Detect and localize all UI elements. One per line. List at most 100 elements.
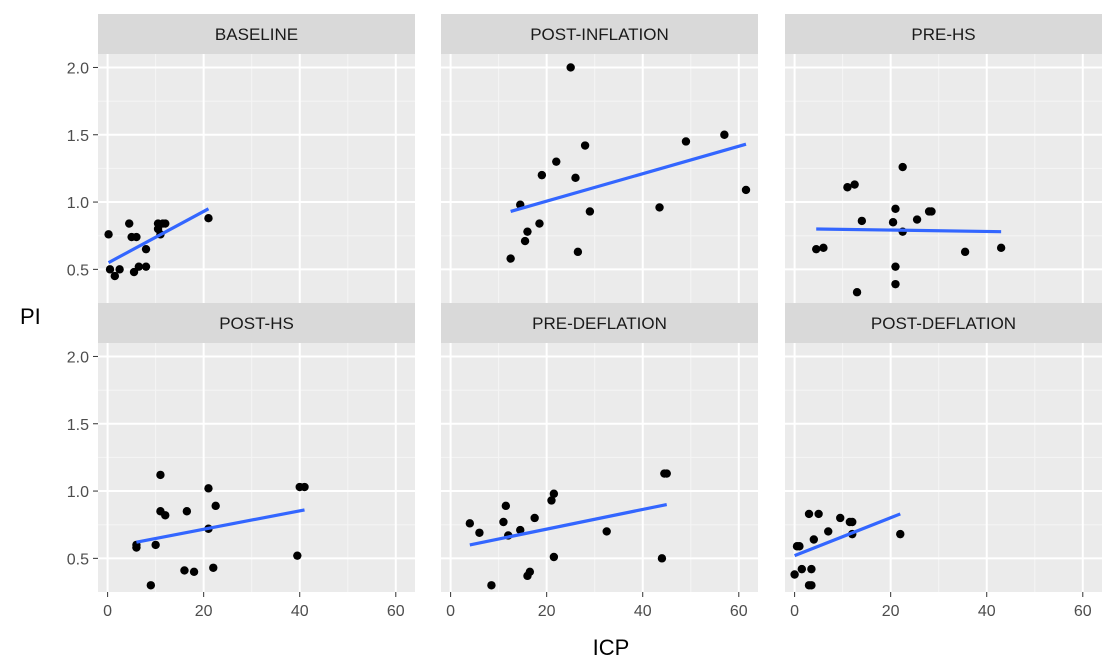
data-point: [501, 501, 511, 511]
data-point: [824, 527, 833, 536]
data-point: [912, 215, 922, 224]
data-point: [161, 219, 170, 228]
data-point: [655, 203, 664, 212]
x-tick-label: 0: [790, 603, 799, 620]
facet-strip-label: PRE-DEFLATION: [532, 314, 667, 333]
data-point: [566, 63, 575, 72]
data-point: [891, 262, 900, 271]
y-tick-label: 1.0: [67, 484, 89, 501]
data-point: [506, 254, 515, 263]
data-point: [852, 288, 862, 297]
regression-line: [816, 227, 1002, 234]
data-point: [602, 527, 611, 536]
data-point: [151, 540, 160, 550]
x-tick-label: 20: [538, 603, 556, 620]
x-tick-label: 60: [1074, 603, 1092, 620]
facet-strip-label: POST-DEFLATION: [871, 314, 1016, 333]
data-point: [896, 529, 905, 539]
data-point: [134, 262, 144, 271]
panel-background: [98, 343, 415, 592]
data-point: [549, 552, 559, 562]
y-tick-label: 1.5: [67, 417, 89, 434]
data-point: [300, 482, 309, 492]
y-tick-label: 1.0: [67, 195, 89, 212]
panel-background: [441, 54, 758, 303]
x-tick-label: 0: [446, 603, 455, 620]
data-point: [487, 581, 496, 590]
data-point: [204, 214, 213, 223]
data-point: [465, 519, 475, 528]
data-point: [499, 517, 508, 527]
data-point: [790, 570, 799, 579]
data-point: [662, 469, 671, 478]
data-point: [525, 567, 535, 577]
data-point: [104, 230, 113, 239]
data-point: [549, 489, 559, 498]
panel-background: [98, 54, 415, 303]
data-point: [812, 244, 821, 254]
x-tick-label: 0: [103, 603, 112, 620]
data-point: [891, 204, 900, 213]
regression-line: [469, 502, 668, 547]
data-point: [547, 496, 556, 505]
data-point: [105, 265, 115, 274]
facet-strip: [98, 303, 415, 343]
data-point: [836, 513, 845, 523]
data-point: [573, 247, 583, 257]
facet-strip-label: POST-INFLATION: [530, 25, 669, 44]
data-point: [741, 185, 751, 195]
data-point: [571, 173, 580, 183]
data-point: [293, 551, 302, 560]
data-point: [720, 130, 729, 139]
x-tick-label: 60: [730, 603, 748, 620]
data-point: [996, 243, 1006, 253]
data-point: [857, 216, 867, 226]
panel-background: [785, 54, 1102, 303]
data-point: [141, 244, 151, 254]
data-point: [129, 267, 139, 277]
data-point: [797, 564, 807, 574]
x-axis-title: ICP: [593, 635, 630, 659]
data-point: [115, 265, 124, 274]
data-point: [657, 554, 667, 563]
x-tick-label: 60: [387, 603, 405, 620]
regression-line: [510, 142, 747, 214]
y-tick-label: 2.0: [67, 60, 89, 77]
data-point: [182, 507, 192, 516]
data-point: [891, 279, 900, 289]
data-point: [807, 564, 816, 574]
data-point: [807, 581, 816, 590]
x-tick-label: 40: [634, 603, 652, 620]
facet-strip-label: BASELINE: [215, 25, 298, 44]
y-tick-label: 2.0: [67, 349, 89, 366]
data-point: [819, 243, 828, 253]
y-tick-label: 1.5: [67, 128, 89, 145]
facet-strip: [785, 303, 1102, 343]
data-point: [804, 509, 814, 519]
data-point: [475, 528, 484, 537]
regression-line: [107, 207, 210, 265]
data-point: [795, 542, 804, 551]
data-point: [848, 517, 857, 527]
data-point: [110, 271, 120, 281]
x-tick-label: 40: [978, 603, 996, 620]
data-point: [809, 535, 819, 544]
data-point: [537, 170, 547, 180]
data-point: [161, 511, 170, 520]
data-point: [580, 141, 590, 150]
facet-strip-label: PRE-HS: [911, 25, 975, 44]
data-point: [189, 567, 199, 577]
facet-strip: [441, 303, 758, 343]
facet-strip: [98, 14, 415, 54]
data-point: [888, 218, 898, 227]
data-point: [530, 513, 539, 523]
y-tick-label: 0.5: [67, 551, 89, 568]
data-point: [516, 525, 525, 535]
data-point: [927, 207, 936, 216]
data-point: [814, 509, 823, 519]
y-tick-label: 0.5: [67, 262, 89, 279]
data-point: [898, 162, 907, 172]
data-point: [535, 219, 544, 228]
data-point: [585, 207, 595, 216]
